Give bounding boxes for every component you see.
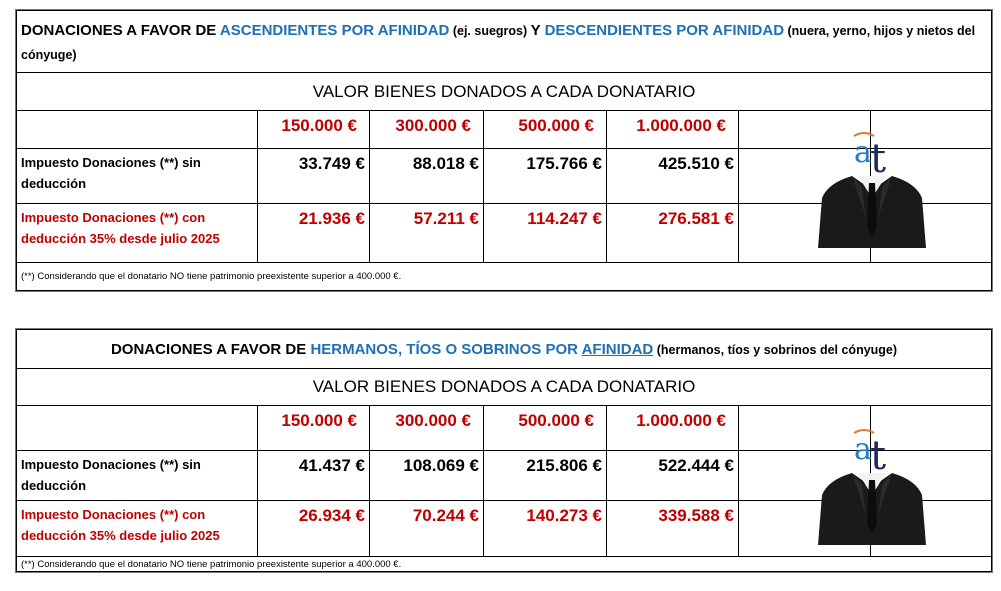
title-cell: DONACIONES A FAVOR DE ASCENDIENTES POR A… [15, 10, 993, 73]
value-cell: 215.806 € [483, 450, 607, 501]
footnote: (**) Considerando que el donatario NO ti… [15, 262, 993, 291]
title-part: DONACIONES A FAVOR DE [110, 341, 311, 358]
table: DONACIONES A FAVOR DE ASCENDIENTES POR A… [14, 9, 994, 292]
amount-cell: 300.000 € [369, 405, 484, 451]
table-row: VALOR BIENES DONADOS A CADA DONATARIO [15, 368, 993, 406]
row-label: Impuesto Donaciones (**) sin deducción [16, 450, 258, 501]
value-cell: 175.766 € [483, 148, 607, 204]
empty-cell [738, 110, 871, 149]
title-cell: DONACIONES A FAVOR DE HERMANOS, TÍOS O S… [15, 329, 993, 369]
table-row: (**) Considerando que el donatario NO ti… [15, 262, 993, 291]
amount-cell: 150.000 € [257, 405, 370, 451]
table-row: Impuesto Donaciones (**) sin deducción 33… [16, 148, 993, 204]
value-cell: 276.581 € [606, 203, 739, 263]
amount-cell: 500.000 € [483, 110, 607, 149]
empty-cell [16, 110, 258, 149]
title-part: AFINIDAD [581, 341, 654, 358]
logo-image: at [818, 132, 926, 248]
table: DONACIONES A FAVOR DE HERMANOS, TÍOS O S… [14, 328, 994, 573]
title-part: ASCENDIENTES POR AFINIDAD [219, 22, 450, 39]
value-cell: 108.069 € [369, 450, 484, 501]
svg-text:a: a [854, 432, 872, 467]
value-cell: 339.588 € [606, 500, 739, 557]
table-row: (**) Considerando que el donatario NO ti… [15, 556, 993, 572]
svg-text:a: a [854, 135, 872, 170]
svg-text:t: t [870, 433, 886, 479]
title-part: Y [530, 22, 545, 39]
amount-cell: 500.000 € [483, 405, 607, 451]
value-cell: 21.936 € [257, 203, 370, 263]
table-row: DONACIONES A FAVOR DE HERMANOS, TÍOS O S… [15, 329, 993, 369]
amount-cell: 1.000.000 € [606, 405, 739, 451]
footnote: (**) Considerando que el donatario NO ti… [15, 556, 993, 572]
row-label: Impuesto Donaciones (**) con deducción 3… [16, 203, 258, 263]
title-part: DONACIONES A FAVOR DE [21, 22, 220, 39]
svg-text:t: t [870, 136, 886, 182]
value-cell: 425.510 € [606, 148, 739, 204]
table-row: 150.000 €300.000 €500.000 €1.000.000 € [16, 405, 993, 451]
value-cell: 41.437 € [257, 450, 370, 501]
row-label: Impuesto Donaciones (**) sin deducción [16, 148, 258, 204]
value-cell: 70.244 € [369, 500, 484, 557]
title-part: (hermanos, tíos y sobrinos del cónyuge) [653, 343, 898, 357]
table-row: Impuesto Donaciones (**) con deducción 3… [16, 500, 993, 557]
value-cell: 140.273 € [483, 500, 607, 557]
title-part: HERMANOS, TÍOS O SOBRINOS POR [310, 341, 582, 358]
header-cell: VALOR BIENES DONADOS A CADA DONATARIO [15, 72, 993, 111]
empty-cell [16, 405, 258, 451]
value-cell: 57.211 € [369, 203, 484, 263]
row-label: Impuesto Donaciones (**) con deducción 3… [16, 500, 258, 557]
table-row: DONACIONES A FAVOR DE ASCENDIENTES POR A… [15, 10, 993, 73]
title-part: DESCENDIENTES POR AFINIDAD [544, 22, 785, 39]
amount-cell: 150.000 € [257, 110, 370, 149]
value-cell: 522.444 € [606, 450, 739, 501]
value-cell: 88.018 € [369, 148, 484, 204]
logo-image: at [818, 429, 926, 545]
value-cell: 26.934 € [257, 500, 370, 557]
table-row: VALOR BIENES DONADOS A CADA DONATARIO [15, 72, 993, 111]
title-part: (nuera, yerno, hijos y nietos del cónyug… [21, 24, 976, 62]
amount-cell: 1.000.000 € [606, 110, 739, 149]
header-cell: VALOR BIENES DONADOS A CADA DONATARIO [15, 368, 993, 406]
empty-cell [869, 110, 993, 149]
value-cell: 33.749 € [257, 148, 370, 204]
table-row: Impuesto Donaciones (**) con deducción 3… [16, 203, 993, 263]
amount-cell: 300.000 € [369, 110, 484, 149]
title-part: (ej. suegros) [449, 24, 531, 38]
value-cell: 114.247 € [483, 203, 607, 263]
